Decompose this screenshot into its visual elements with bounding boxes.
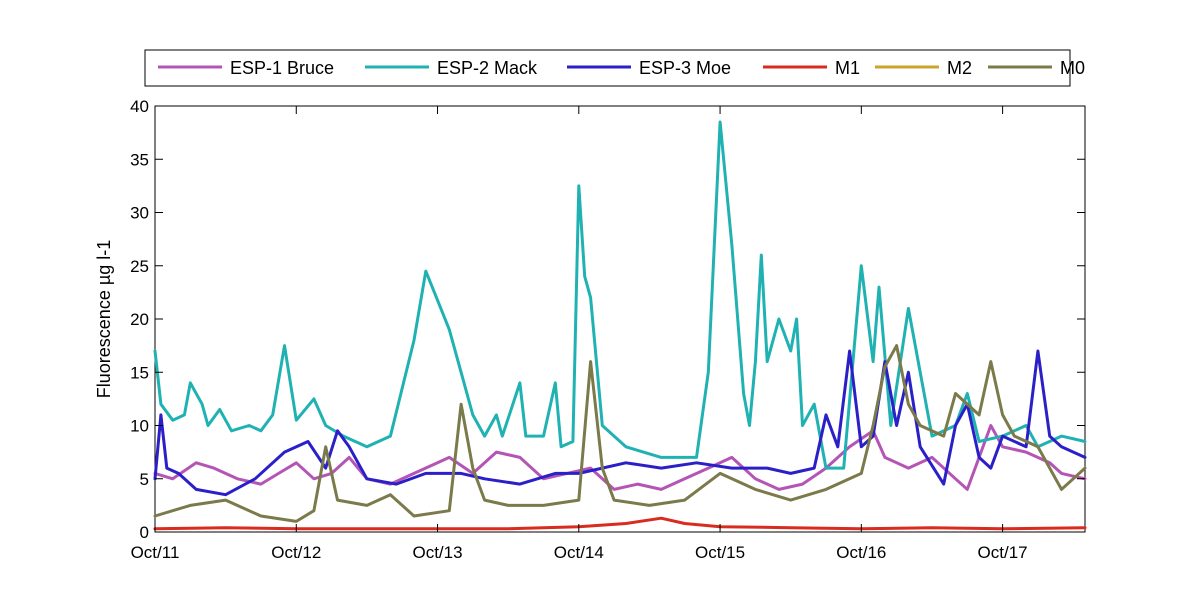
series-line-6	[153, 344, 1087, 523]
x-tick-label: Oct/14	[554, 543, 604, 562]
legend-label-3: ESP-3 Moe	[639, 58, 731, 78]
x-tick-label: Oct/17	[978, 543, 1028, 562]
legend-label-6: M0	[1060, 58, 1085, 78]
y-tick-label: 25	[130, 257, 149, 276]
series-layer	[153, 120, 1087, 531]
y-tick-label: 20	[130, 310, 149, 329]
legend-label-4: M1	[835, 58, 860, 78]
series-line-3	[153, 349, 1087, 497]
y-tick-label: 35	[130, 150, 149, 169]
x-tick-label: Oct/11	[131, 543, 180, 562]
y-tick-label: 30	[130, 204, 149, 223]
axes-layer: 0 5 10 15 20 25 30 35 40 Oct/11 Oct/12 Oct/13 Oct/14…	[130, 97, 1085, 562]
series-line-1	[153, 424, 1087, 491]
y-axis-title: Fluorescence µg l-1	[94, 240, 114, 398]
x-tick-label: Oct/15	[695, 543, 745, 562]
y-tick-label: 5	[140, 470, 149, 489]
legend-label-2: ESP-2 Mack	[437, 58, 538, 78]
x-tick-label: Oct/16	[836, 543, 886, 562]
y-tick-label: 40	[130, 97, 149, 116]
y-tick-label: 0	[140, 523, 149, 542]
y-tick-label: 15	[130, 363, 149, 382]
legend: ESP-1 Bruce ESP-2 Mack ESP-3 Moe M1 M2 M0	[144, 49, 1085, 87]
legend-label-1: ESP-1 Bruce	[230, 58, 334, 78]
legend-label-5: M2	[947, 58, 972, 78]
series-line-4	[153, 516, 1087, 531]
x-tick-label: Oct/12	[271, 543, 321, 562]
series-line-2	[153, 120, 1087, 470]
y-tick-label: 10	[130, 417, 149, 436]
x-tick-label: Oct/13	[412, 543, 462, 562]
